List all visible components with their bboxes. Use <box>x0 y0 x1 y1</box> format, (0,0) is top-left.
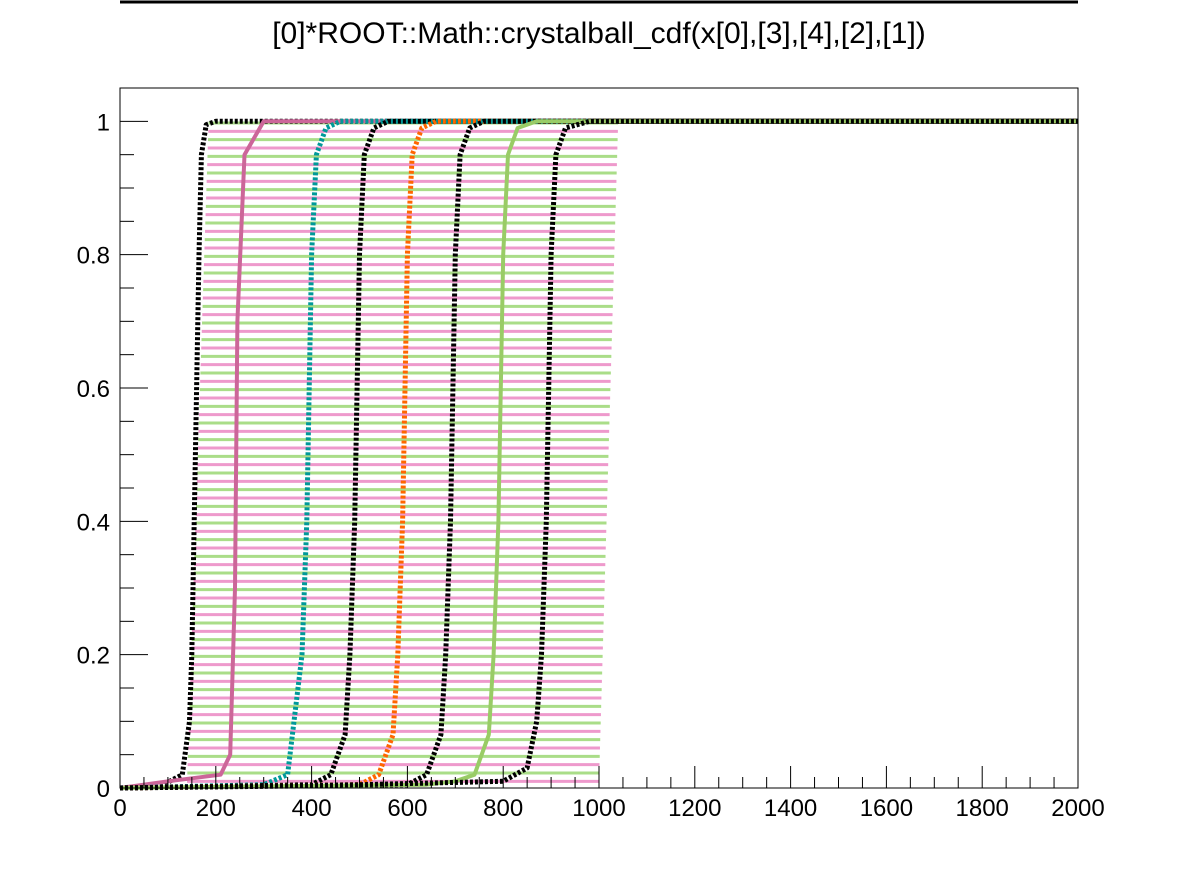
x-tick-label: 1200 <box>668 795 721 822</box>
series-line-1 <box>119 118 1078 791</box>
series-layer <box>119 118 1078 791</box>
series-line-4 <box>119 118 1078 791</box>
x-tick-label: 1400 <box>764 795 817 822</box>
x-tick-label: 1000 <box>572 795 625 822</box>
x-tick-label: 800 <box>483 795 523 822</box>
y-tick-label: 0.6 <box>77 376 110 403</box>
plot-frame <box>119 87 1079 789</box>
y-tick-label: 0.4 <box>77 509 110 536</box>
x-tick-label: 400 <box>292 795 332 822</box>
x-tick-label: 600 <box>387 795 427 822</box>
x-axis: 0 200 400 600 800 1000 1200 1400 1600 1800 2000 <box>113 766 1105 822</box>
series-line-2 <box>119 119 1078 790</box>
x-tick-label: 1600 <box>860 795 913 822</box>
series-line-8 <box>119 118 1078 791</box>
x-tick-label: 200 <box>196 795 236 822</box>
chart-title: [0]*ROOT::Math::crystalball_cdf(x[0],[3]… <box>272 17 926 50</box>
y-axis: 0 0.2 0.4 0.6 0.8 1 <box>77 109 148 803</box>
y-tick-label: 0.2 <box>77 643 110 670</box>
y-tick-label: 1 <box>97 109 110 136</box>
series-line-6 <box>119 118 1078 791</box>
series-line-5 <box>119 118 1078 791</box>
x-tick-label: 1800 <box>956 795 1009 822</box>
y-tick-label: 0.8 <box>77 243 110 270</box>
series-line-3 <box>119 118 1078 791</box>
x-tick-label: 0 <box>113 795 126 822</box>
y-tick-label: 0 <box>97 776 110 803</box>
series-line-7 <box>119 119 1078 790</box>
x-tick-label: 2000 <box>1051 795 1104 822</box>
